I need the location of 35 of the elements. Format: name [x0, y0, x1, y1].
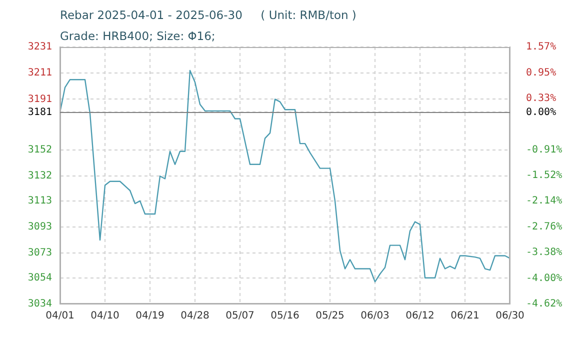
y2-tick-label: -0.91% [526, 144, 562, 156]
y2-tick-label: -3.38% [526, 247, 562, 258]
y-tick-label: 3211 [28, 68, 52, 79]
y-tick-label: 3113 [28, 196, 52, 207]
x-tick-label: 06/21 [450, 310, 480, 322]
x-tick-label: 06/30 [496, 310, 524, 322]
y-tick-label: 3181 [28, 106, 52, 118]
chart-title: Rebar 2025-04-01 - 2025-06-30 ( Unit: RMB/ton ) [60, 8, 356, 22]
x-tick-label: 05/07 [226, 310, 254, 322]
x-tick-label: 04/01 [46, 310, 74, 322]
x-tick-label: 06/12 [406, 310, 434, 322]
x-tick-label: 05/16 [270, 310, 300, 322]
y-tick-label: 3093 [28, 222, 52, 233]
y-tick-label: 3054 [28, 272, 52, 284]
y-tick-label: 3073 [28, 248, 52, 259]
chart-subtitle: Grade: HRB400; Size: Φ16; [60, 29, 216, 43]
x-tick-label: 04/19 [136, 310, 164, 322]
y-tick-label: 3231 [28, 42, 52, 53]
y2-tick-label: 0.33% [526, 93, 556, 104]
y-tick-label: 3034 [28, 298, 52, 310]
y2-tick-label: -1.52% [526, 170, 562, 181]
y-tick-label: 3152 [28, 144, 52, 156]
x-tick-label: 04/28 [180, 310, 210, 322]
y2-tick-label: -2.14% [526, 196, 562, 207]
y2-tick-label: -2.76% [526, 221, 562, 232]
x-tick-label: 05/25 [316, 310, 344, 322]
y2-tick-label: 0.00% [526, 106, 556, 118]
y-tick-label: 3191 [28, 94, 52, 105]
y2-tick-label: 0.95% [526, 67, 556, 78]
y2-tick-label: 1.57% [526, 42, 556, 53]
y2-tick-label: -4.62% [526, 298, 562, 310]
y2-tick-label: -4.00% [526, 272, 562, 284]
x-tick-label: 04/10 [90, 310, 120, 322]
y-tick-label: 3132 [28, 170, 52, 182]
x-tick-label: 06/03 [360, 310, 390, 322]
